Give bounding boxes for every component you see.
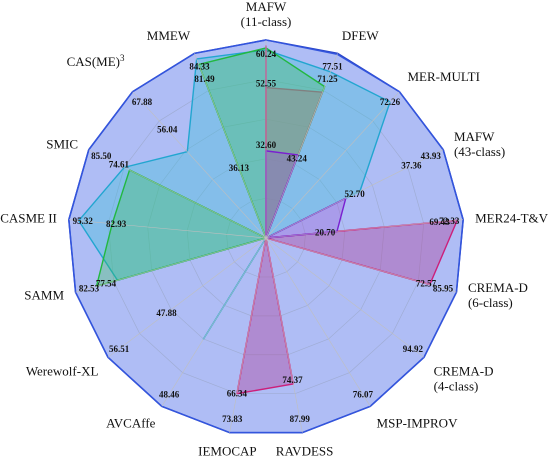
axis-label-line: MAFW xyxy=(454,129,495,144)
axis-label-line: MSP-IMPROV xyxy=(377,416,459,431)
axis-label-3: MER-MULTI xyxy=(407,69,479,84)
axis-label-line: AVCAffe xyxy=(106,416,156,431)
axis-label-7: CREMA-D (4-class) xyxy=(434,364,494,394)
value-label-3: 43.24 xyxy=(287,154,308,164)
axis-label-2: DFEW xyxy=(342,28,380,43)
axis-label-superscript: 3 xyxy=(120,53,125,63)
value-label-10: 74.37 xyxy=(282,375,303,385)
value-label-5: 52.70 xyxy=(344,189,365,199)
max-value-label-8: 76.07 xyxy=(353,389,374,399)
axis-label-line: MER-MULTI xyxy=(407,69,479,84)
axis-label-line: IEMOCAP xyxy=(198,443,257,457)
axis-label-line: Werewolf-XL xyxy=(26,364,99,379)
axis-label-13: SAMM xyxy=(24,287,64,302)
axis-label-line: (43-class) xyxy=(454,144,505,159)
axis-label-line: (11-class) xyxy=(241,14,292,29)
value-label-16: 56.04 xyxy=(157,125,178,135)
value-label-8: 69.43 xyxy=(429,217,450,227)
value-label-17: 36.13 xyxy=(229,163,250,173)
axis-label-16: CAS(ME)3 xyxy=(67,53,125,69)
axis-label-8: MSP-IMPROV xyxy=(377,416,459,431)
axis-label-line: SMIC xyxy=(46,136,78,151)
value-label-18: 81.49 xyxy=(194,74,215,84)
max-value-label-11: 48.46 xyxy=(159,389,180,399)
max-value-label-7: 94.92 xyxy=(403,344,424,354)
axis-label-line: MMEW xyxy=(147,28,191,43)
axis-label-14: CASME II xyxy=(0,211,57,226)
value-label-4: 71.25 xyxy=(317,74,338,84)
axis-label-line: MAFW xyxy=(246,0,287,14)
axis-label-17: MMEW xyxy=(147,28,191,43)
axis-label-text: CAS(ME) xyxy=(67,54,120,69)
axis-label-line: SAMM xyxy=(24,287,64,302)
value-label-12: 47.88 xyxy=(156,308,177,318)
axis-label-line: MER24-T&V xyxy=(475,211,549,226)
axis-label-line: CREMA-D xyxy=(468,280,528,295)
max-value-label-2: 77.51 xyxy=(322,61,343,71)
value-label-11: 66.34 xyxy=(227,389,248,399)
value-label-7: 20.70 xyxy=(315,228,336,238)
value-label-9: 72.57 xyxy=(416,279,437,289)
value-label-1: 52.55 xyxy=(256,79,277,89)
axis-label-15: SMIC xyxy=(46,136,78,151)
max-value-label-3: 72.26 xyxy=(380,97,401,107)
max-value-label-9: 87.99 xyxy=(290,414,311,424)
value-label-6: 37.36 xyxy=(401,161,422,171)
axis-label-12: Werewolf-XL xyxy=(26,364,99,379)
value-label-14: 82.93 xyxy=(106,219,127,229)
axis-label-line: CREMA-D xyxy=(434,364,494,379)
axis-label-line: (4-class) xyxy=(434,379,479,394)
axis-label-4: MAFW (43-class) xyxy=(454,129,505,159)
value-label-2: 32.60 xyxy=(256,140,277,150)
value-label-15: 74.61 xyxy=(109,160,130,170)
max-value-label-17: 84.33 xyxy=(189,61,210,71)
axis-label-1: MAFW (11-class) xyxy=(241,0,292,29)
axis-label-6: CREMA-D (6-class) xyxy=(468,280,528,310)
axis-label-11: AVCAffe xyxy=(106,416,156,431)
max-value-label-1: 60.24 xyxy=(256,49,277,59)
value-label-13: 77.54 xyxy=(96,279,117,289)
axis-label-9: RAVDESS xyxy=(276,443,334,457)
max-value-label-4: 43.93 xyxy=(421,151,442,161)
max-value-label-12: 56.51 xyxy=(109,344,130,354)
max-value-label-14: 95.32 xyxy=(73,216,94,226)
axis-label-5: MER24-T&V xyxy=(475,211,549,226)
axis-label-line: RAVDESS xyxy=(276,443,334,457)
max-value-label-16: 67.88 xyxy=(132,97,153,107)
max-value-label-10: 73.83 xyxy=(222,414,243,424)
axis-label-10: IEMOCAP xyxy=(198,443,257,457)
axis-label-line: DFEW xyxy=(342,28,380,43)
axis-label-line: (6-class) xyxy=(468,295,513,310)
axis-label-line: CASME II xyxy=(0,211,57,226)
